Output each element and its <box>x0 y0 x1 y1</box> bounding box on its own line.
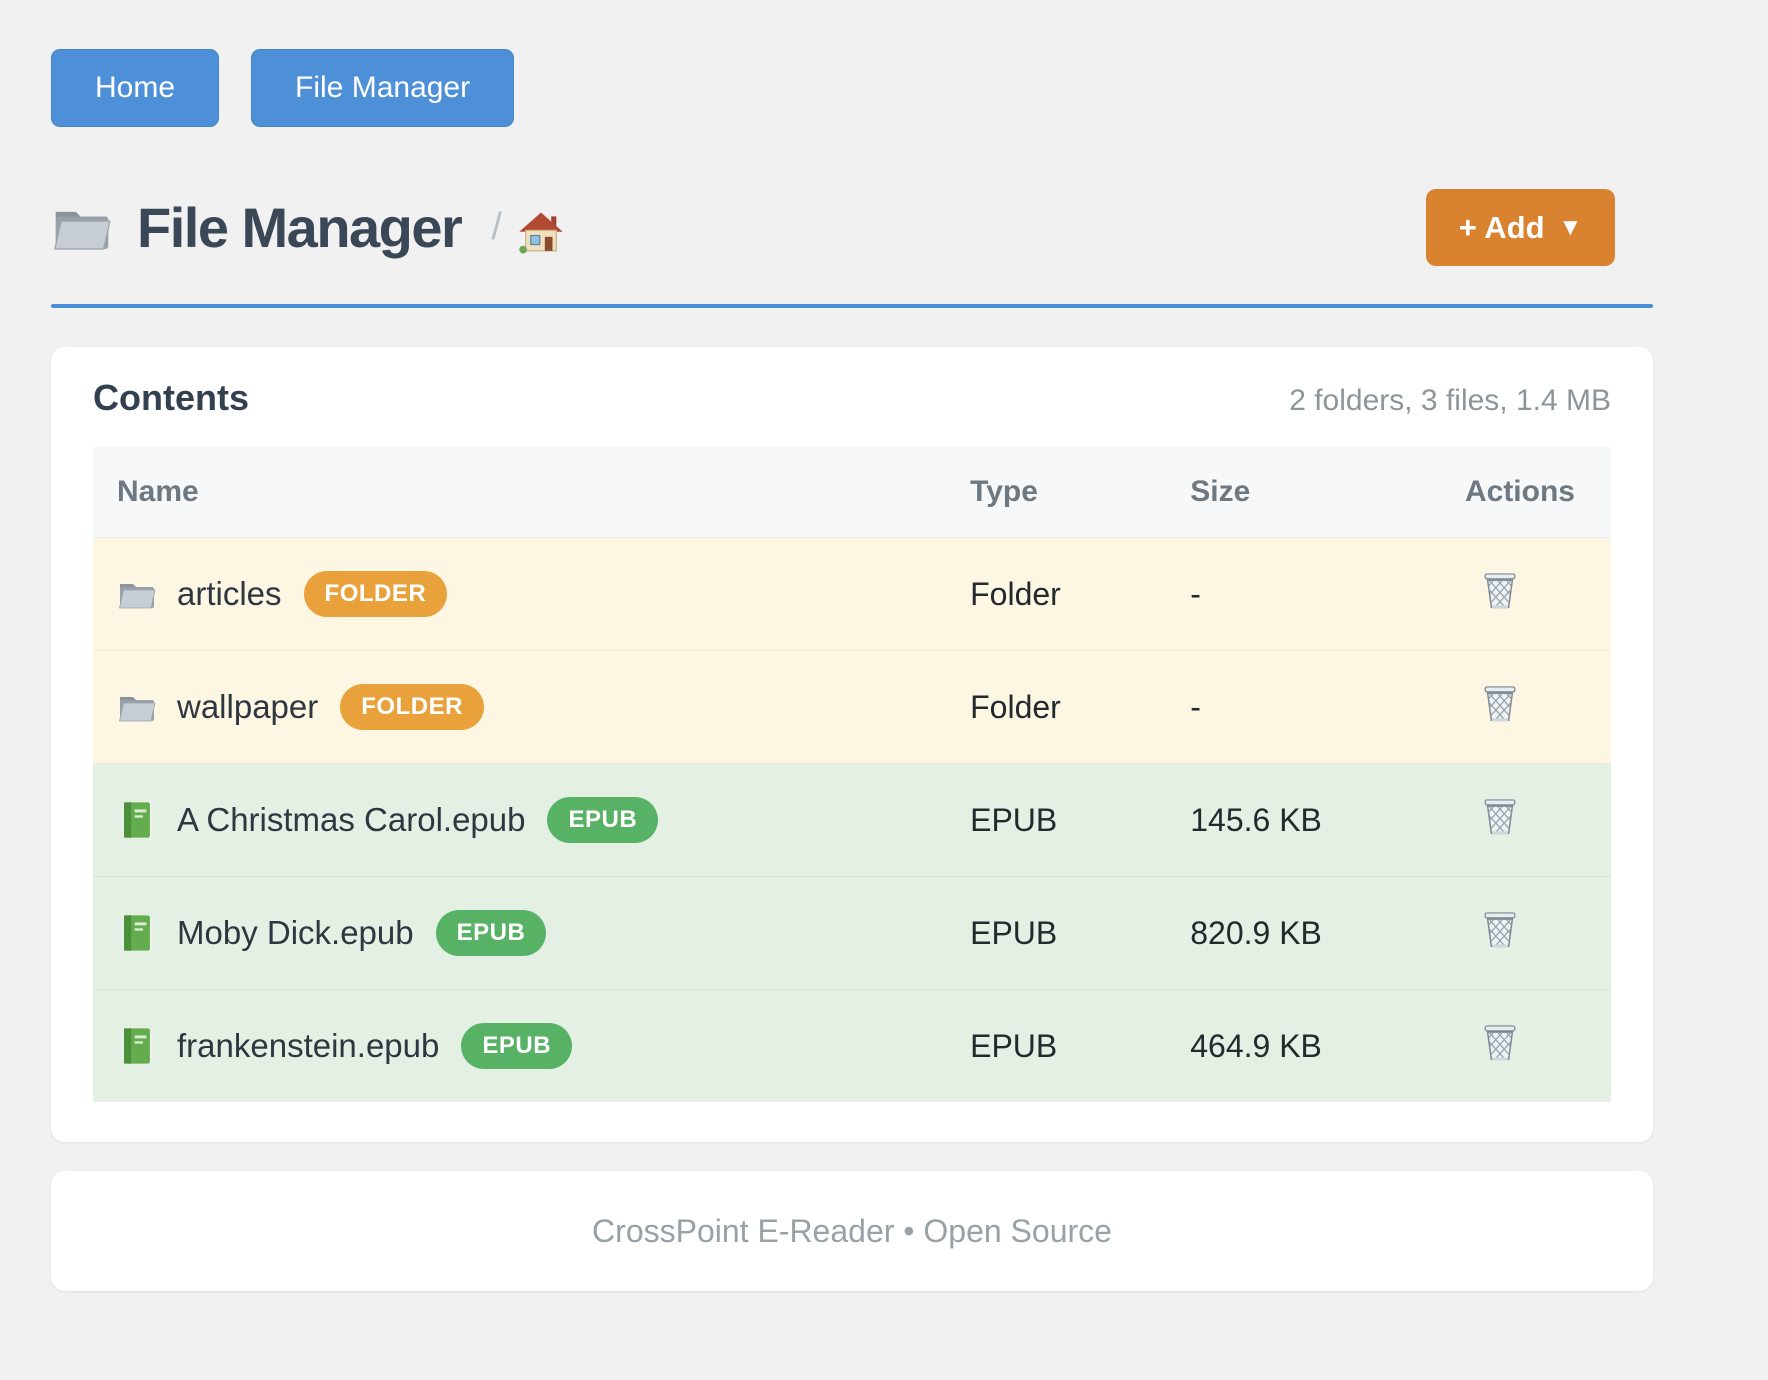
file-type: EPUB <box>946 763 1167 877</box>
add-button[interactable]: + Add ▼ <box>1426 189 1615 266</box>
book-icon <box>117 800 157 840</box>
contents-summary: 2 folders, 3 files, 1.4 MB <box>1289 384 1611 417</box>
trash-icon <box>1481 682 1519 724</box>
book-icon <box>117 1026 157 1066</box>
file-name-link[interactable]: A Christmas Carol.epub <box>117 800 525 840</box>
caret-down-icon: ▼ <box>1558 213 1583 241</box>
file-name-link[interactable]: articles <box>117 574 282 614</box>
page-title: File Manager <box>137 196 463 259</box>
breadcrumb-separator: / <box>491 206 502 248</box>
column-header-size: Size <box>1166 447 1441 538</box>
column-header-type: Type <box>946 447 1167 538</box>
column-header-name: Name <box>93 447 947 538</box>
delete-button[interactable] <box>1481 569 1519 614</box>
file-name-link[interactable]: frankenstein.epub <box>117 1026 439 1066</box>
table-header-row: Name Type Size Actions <box>93 447 1611 538</box>
title-wrap: File Manager / <box>51 195 564 260</box>
file-name: articles <box>177 575 282 612</box>
file-type-badge: EPUB <box>547 797 659 843</box>
table-row: Moby Dick.epub EPUB EPUB 820.9 KB <box>93 876 1611 990</box>
folder-icon <box>117 574 157 614</box>
delete-button[interactable] <box>1481 682 1519 727</box>
folder-icon <box>51 201 113 255</box>
file-type: Folder <box>946 650 1167 764</box>
footer-card: CrossPoint E-Reader • Open Source <box>51 1171 1653 1291</box>
page-header: File Manager / + Add ▼ <box>51 189 1653 266</box>
trash-icon <box>1481 908 1519 950</box>
file-type-badge: FOLDER <box>340 684 484 730</box>
file-name: frankenstein.epub <box>177 1027 440 1064</box>
contents-card-head: Contents 2 folders, 3 files, 1.4 MB <box>93 377 1611 419</box>
file-type: Folder <box>970 575 1061 612</box>
file-name: Moby Dick.epub <box>177 914 414 951</box>
delete-button[interactable] <box>1481 795 1519 840</box>
column-header-actions: Actions <box>1440 447 1611 538</box>
file-type-badge: FOLDER <box>303 571 448 617</box>
file-name-link[interactable]: wallpaper <box>117 687 318 727</box>
delete-button[interactable] <box>1481 1021 1519 1066</box>
home-icon[interactable] <box>518 210 564 256</box>
header-divider <box>51 304 1653 308</box>
file-type-badge: EPUB <box>461 1023 573 1069</box>
file-name: A Christmas Carol.epub <box>177 801 526 838</box>
file-size: 464.9 KB <box>1166 989 1441 1102</box>
file-type: EPUB <box>946 876 1167 990</box>
nav-home-button[interactable]: Home <box>51 49 220 127</box>
table-row: frankenstein.epub EPUB EPUB 464.9 KB <box>93 989 1611 1102</box>
trash-icon <box>1481 795 1519 837</box>
file-size: 820.9 KB <box>1166 876 1441 990</box>
file-size: 145.6 KB <box>1166 763 1441 877</box>
file-name-link[interactable]: Moby Dick.epub <box>117 913 414 953</box>
trash-icon <box>1481 569 1519 611</box>
top-nav: Home File Manager <box>51 0 1653 127</box>
add-button-label: + Add <box>1458 209 1545 245</box>
book-icon <box>117 913 157 953</box>
nav-file-manager-button[interactable]: File Manager <box>251 49 515 127</box>
table-row: wallpaper FOLDER Folder - <box>93 650 1611 764</box>
file-table: Name Type Size Actions articles FOLDER F… <box>93 447 1611 1102</box>
table-row: A Christmas Carol.epub EPUB EPUB 145.6 K… <box>93 763 1611 877</box>
file-type-badge: EPUB <box>435 910 547 956</box>
page-container: Home File Manager File Manager / + Add ▼ <box>51 0 1653 1291</box>
delete-button[interactable] <box>1481 908 1519 953</box>
table-row: articles FOLDER Folder - <box>93 537 1611 651</box>
contents-card: Contents 2 folders, 3 files, 1.4 MB Name… <box>51 347 1653 1142</box>
trash-icon <box>1481 1021 1519 1063</box>
footer-text: CrossPoint E-Reader • Open Source <box>592 1212 1112 1249</box>
folder-icon <box>117 687 157 727</box>
file-size: - <box>1190 575 1201 612</box>
file-name: wallpaper <box>177 688 319 725</box>
file-type: EPUB <box>946 989 1167 1102</box>
contents-heading: Contents <box>93 377 249 418</box>
file-size: - <box>1166 650 1441 764</box>
